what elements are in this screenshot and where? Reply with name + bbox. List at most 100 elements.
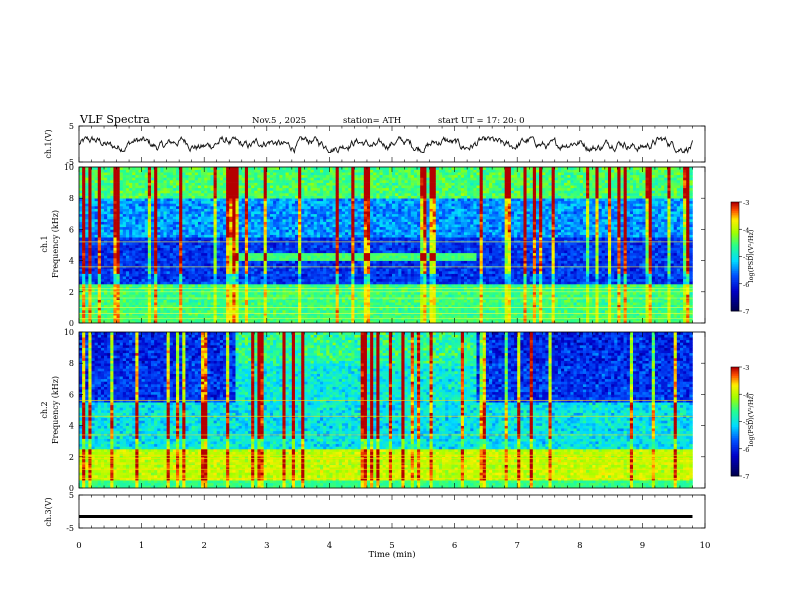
spectrogram-cell <box>185 216 188 219</box>
spectrogram-cell <box>135 307 138 310</box>
spectrogram-cell <box>157 245 160 248</box>
spectrogram-cell <box>110 313 113 316</box>
spectrogram-cell <box>142 224 145 227</box>
spectrogram-cell <box>145 297 148 300</box>
spectrogram-cell <box>129 281 132 284</box>
spectrogram-cell <box>148 258 151 261</box>
spectrogram-cell <box>220 307 223 310</box>
spectrogram-cell <box>323 240 326 243</box>
spectrogram-cell <box>214 206 217 209</box>
spectrogram-cell <box>95 190 98 193</box>
spectrogram-cell <box>248 253 251 256</box>
spectrogram-cell <box>189 287 192 290</box>
spectrogram-cell <box>207 196 210 199</box>
spectrogram-cell <box>251 268 254 271</box>
spectrogram-cell <box>314 261 317 264</box>
spectrogram-cell <box>104 266 107 269</box>
spectrogram-cell <box>229 313 232 316</box>
spectrogram-cell <box>185 313 188 316</box>
spectrogram-cell <box>273 170 276 173</box>
spectrogram-cell <box>320 242 323 245</box>
spectrogram-cell <box>239 198 242 201</box>
spectrogram-cell <box>142 294 145 297</box>
spectrogram-cell <box>88 255 91 258</box>
spectrogram-cell <box>264 188 267 191</box>
spectrogram-cell <box>251 261 254 264</box>
spectrogram-cell <box>107 258 110 261</box>
spectrogram-cell <box>107 261 110 264</box>
spectrogram-cell <box>117 235 120 238</box>
spectrogram-cell <box>220 292 223 295</box>
spectrogram-cell <box>192 211 195 214</box>
spectrogram-cell <box>113 214 116 217</box>
spectrogram-cell <box>85 170 88 173</box>
spectrogram-cell <box>113 263 116 266</box>
spectrogram-cell <box>226 307 229 310</box>
spectrogram-cell <box>317 274 320 277</box>
spectrogram-cell <box>154 185 157 188</box>
spectrogram-cell <box>314 242 317 245</box>
spectrogram-cell <box>198 232 201 235</box>
spectrogram-cell <box>295 224 298 227</box>
spectrogram-cell <box>151 276 154 279</box>
spectrogram-cell <box>135 258 138 261</box>
spectrogram-cell <box>182 232 185 235</box>
spectrogram-cell <box>151 222 154 225</box>
spectrogram-cell <box>254 263 257 266</box>
spectrogram-cell <box>117 206 120 209</box>
spectrogram-cell <box>267 279 270 282</box>
spectrogram-cell <box>195 172 198 175</box>
spectrogram-cell <box>276 300 279 303</box>
spectrogram-cell <box>214 313 217 316</box>
spectrogram-cell <box>223 206 226 209</box>
spectrogram-cell <box>173 268 176 271</box>
spectrogram-cell <box>257 274 260 277</box>
spectrogram-cell <box>304 211 307 214</box>
spectrogram-cell <box>164 313 167 316</box>
spectrogram-cell <box>170 310 173 313</box>
spectrogram-cell <box>138 279 141 282</box>
spectrogram-cell <box>170 261 173 264</box>
spectrogram-cell <box>126 292 129 295</box>
spectrogram-cell <box>138 201 141 204</box>
spectrogram-cell <box>301 284 304 287</box>
spectrogram-cell <box>307 180 310 183</box>
spectrogram-cell <box>317 235 320 238</box>
spectrogram-cell <box>195 248 198 251</box>
spectrogram-cell <box>333 302 336 305</box>
spectrogram-cell <box>286 313 289 316</box>
spectrogram-cell <box>167 242 170 245</box>
spectrogram-cell <box>304 292 307 295</box>
spectrogram-cell <box>329 276 332 279</box>
spectrogram-cell <box>301 300 304 303</box>
spectrogram-cell <box>282 203 285 206</box>
spectrogram-cell <box>273 271 276 274</box>
spectrogram-cell <box>236 245 239 248</box>
spectrogram-cell <box>107 310 110 313</box>
spectrogram-cell <box>185 175 188 178</box>
spectrogram-cell <box>289 211 292 214</box>
spectrogram-cell <box>132 281 135 284</box>
spectrogram-cell <box>239 255 242 258</box>
spectrogram-cell <box>88 170 91 173</box>
spectrogram-cell <box>264 232 267 235</box>
spectrogram-cell <box>110 167 113 170</box>
spectrogram-cell <box>257 250 260 253</box>
spectrogram-cell <box>204 232 207 235</box>
spectrogram-cell <box>132 196 135 199</box>
spectrogram-cell <box>298 201 301 204</box>
spectrogram-cell <box>267 235 270 238</box>
spectrogram-cell <box>135 177 138 180</box>
spectrogram-cell <box>298 271 301 274</box>
spectrogram-cell <box>167 297 170 300</box>
spectrogram-cell <box>317 307 320 310</box>
spectrogram-cell <box>167 193 170 196</box>
spectrogram-cell <box>132 258 135 261</box>
spectrogram-cell <box>182 198 185 201</box>
spectrogram-cell <box>88 196 91 199</box>
spectrogram-cell <box>185 211 188 214</box>
spectrogram-cell <box>217 313 220 316</box>
spectrogram-cell <box>261 302 264 305</box>
spectrogram-cell <box>282 224 285 227</box>
spectrogram-cell <box>264 219 267 222</box>
